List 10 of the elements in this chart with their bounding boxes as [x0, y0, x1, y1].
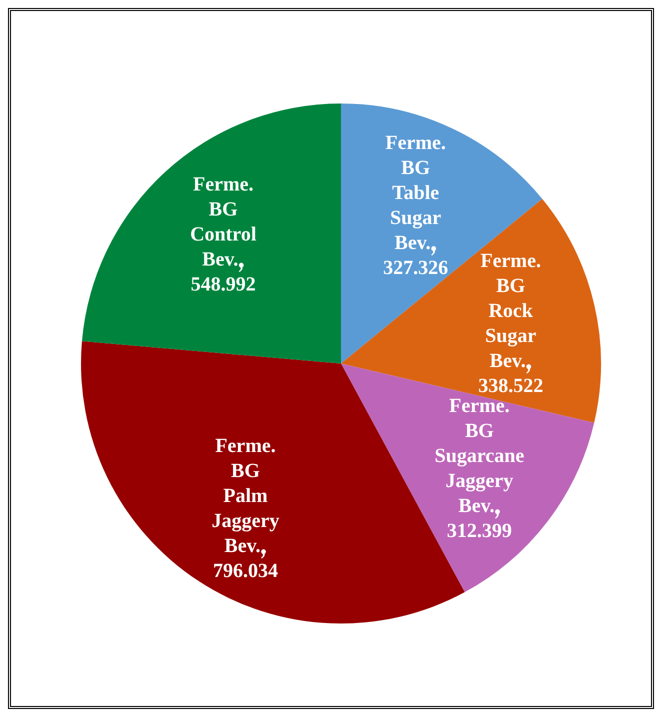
slice-label: Ferme. BG Rock Sugar Bev. — [480, 250, 541, 372]
slice-label: Ferme. BG Table Sugar Bev. — [385, 132, 446, 254]
data-label: 548.992 — [190, 273, 256, 296]
slice-label: Ferme. BG Control Bev. — [190, 173, 257, 270]
slice-label: Ferme. BG Palm Jaggery Bev. — [212, 434, 280, 557]
data-label: 312.399 — [446, 520, 512, 542]
data-label: 327.326 — [383, 256, 448, 279]
data-label: 796.034 — [212, 560, 278, 582]
data-label: 338.522 — [478, 374, 544, 397]
slice-label: Ferme. BG Sugarcane Jaggery Bev. — [434, 394, 524, 517]
